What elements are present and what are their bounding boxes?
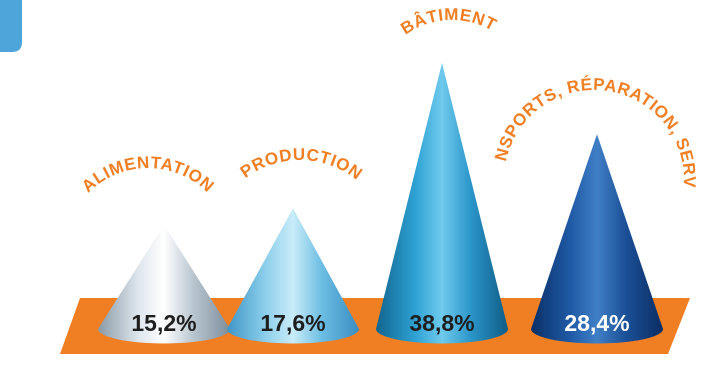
category-label-1: PRODUCTION — [237, 145, 366, 184]
category-label-2: BÂTIMENT — [397, 5, 499, 38]
cone-0 — [98, 224, 230, 344]
category-label-0: ALIMENTATION — [78, 153, 218, 196]
value-labels-layer: 15,2% 17,6% 38,8% 28,4% — [131, 310, 629, 336]
value-label-3: 28,4% — [564, 310, 629, 336]
cone-3 — [531, 134, 663, 344]
cone-1 — [227, 208, 359, 344]
cone-2 — [376, 63, 508, 344]
value-label-2: 38,8% — [409, 310, 474, 336]
value-label-1: 17,6% — [260, 310, 325, 336]
corner-tab — [0, 0, 22, 52]
cones-layer — [98, 63, 663, 344]
value-label-0: 15,2% — [131, 310, 196, 336]
